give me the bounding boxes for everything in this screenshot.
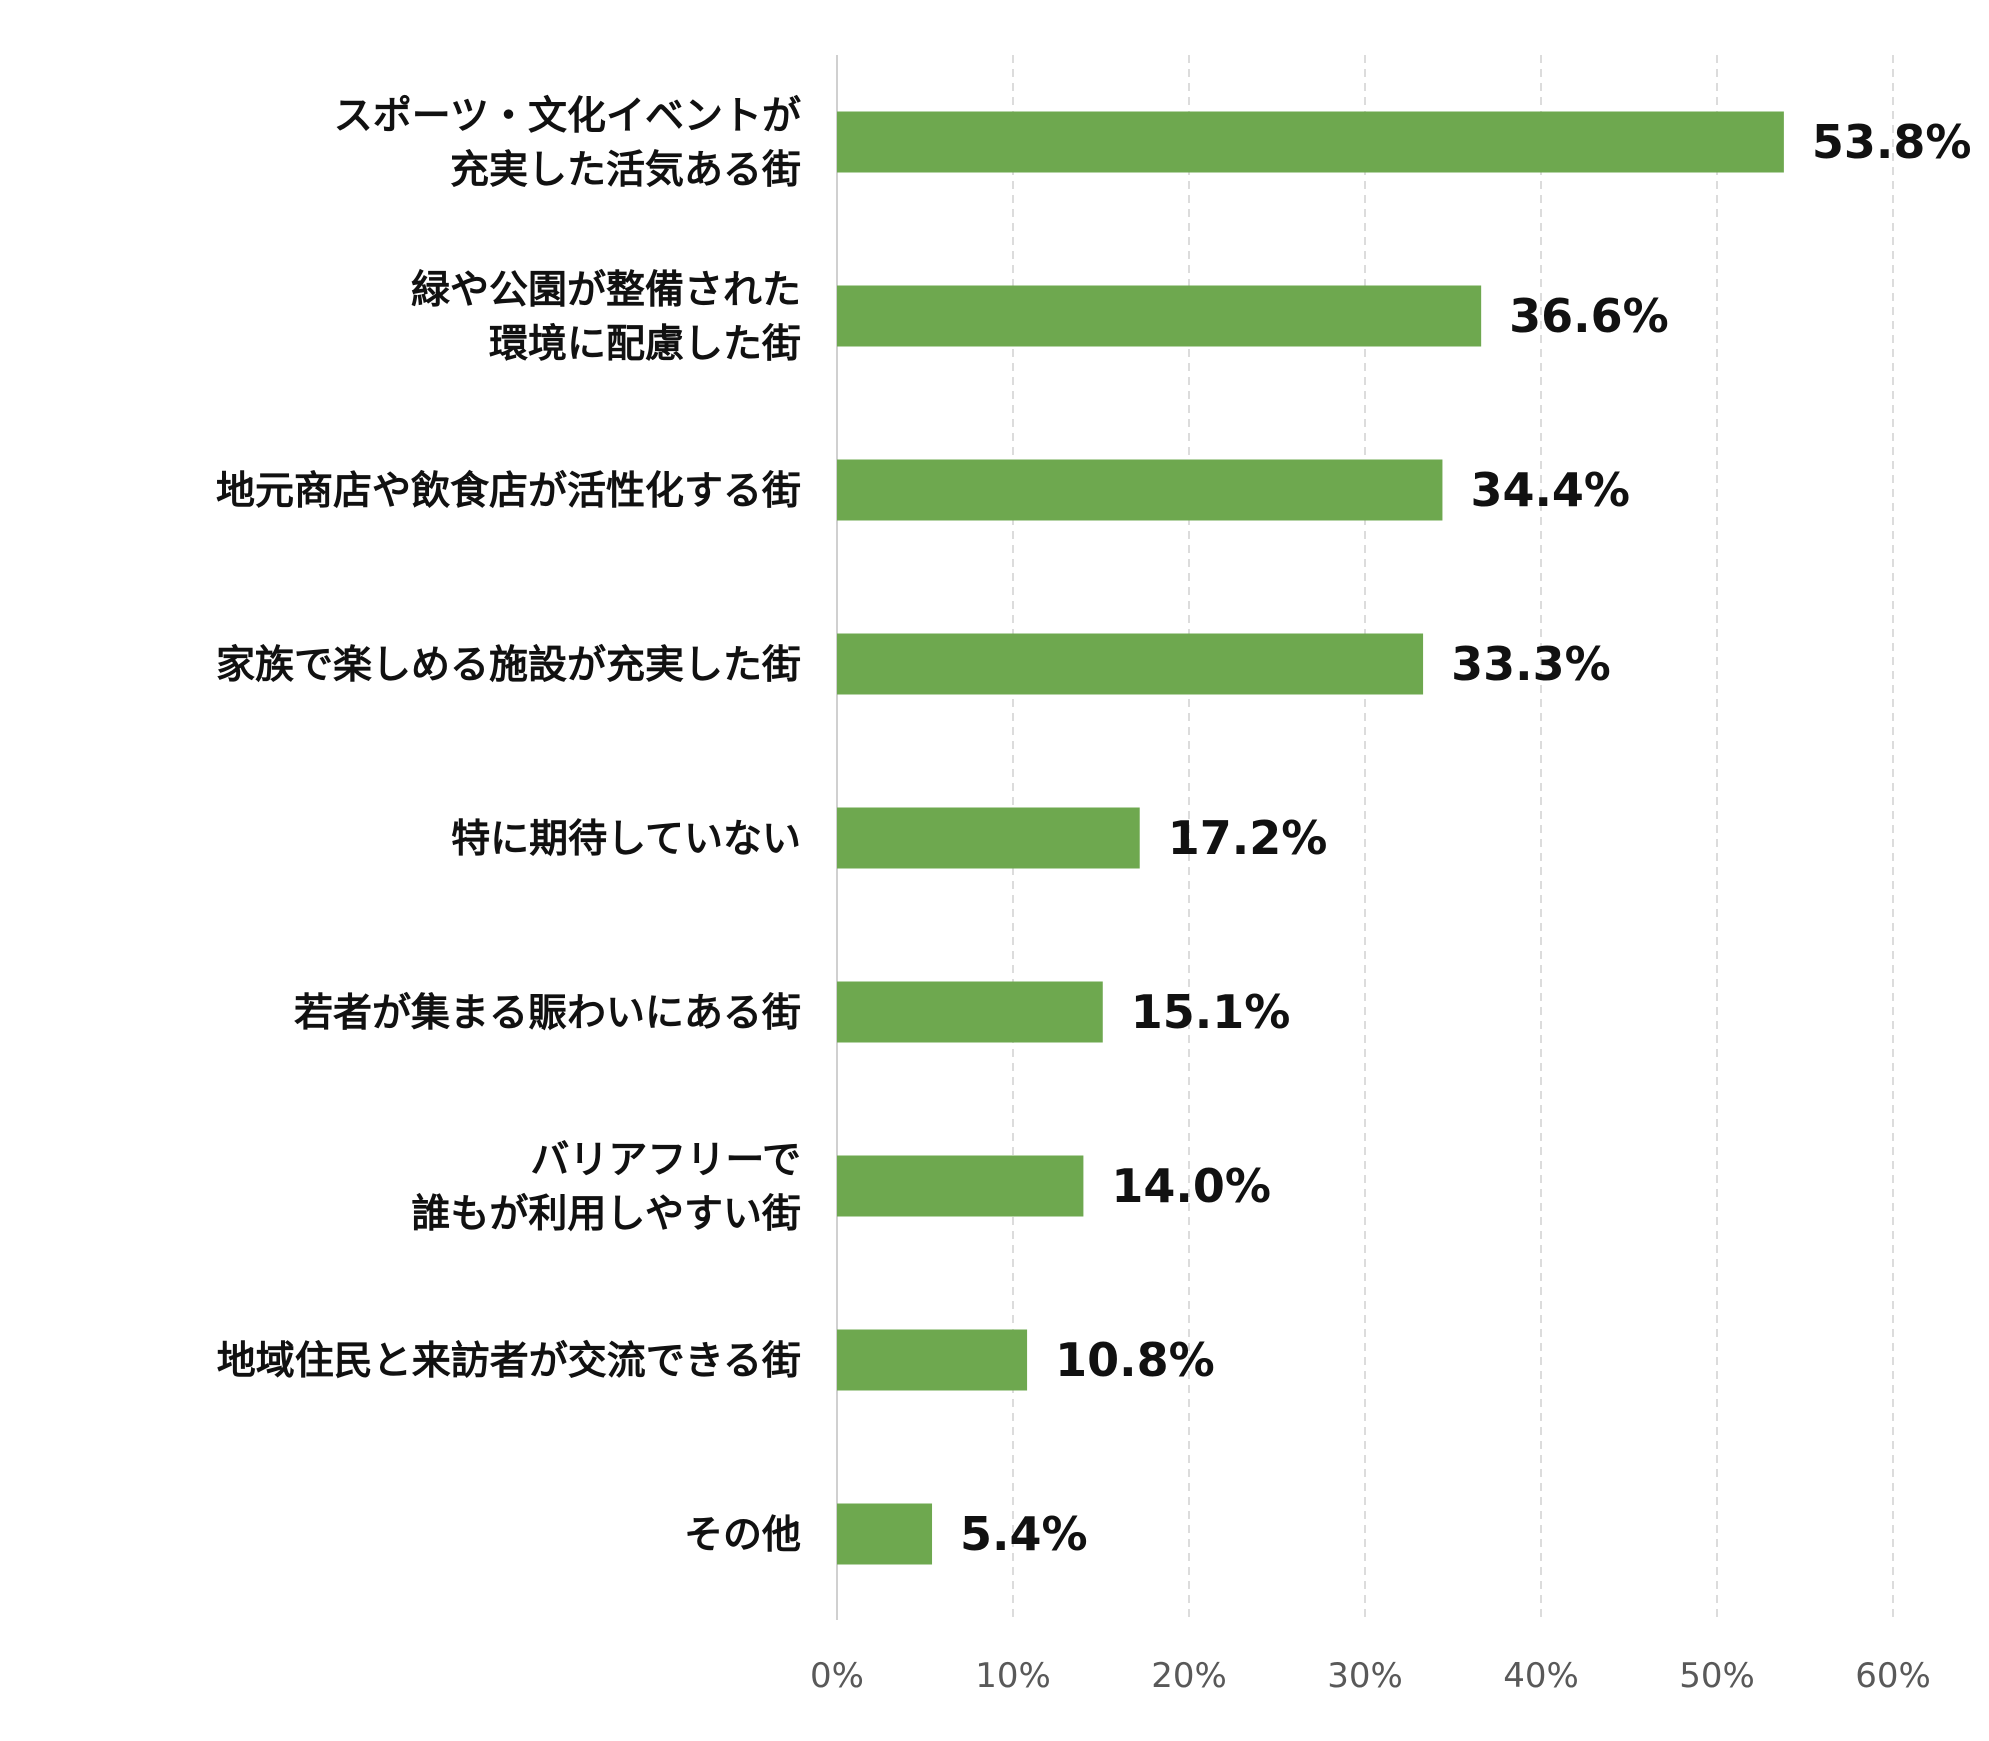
- bar: [837, 459, 1443, 521]
- x-tick-label: 10%: [975, 1656, 1051, 1696]
- category-label: その他: [684, 1513, 801, 1558]
- category-label: 環境に配慮した街: [489, 322, 801, 367]
- category-label: 特に期待していない: [451, 817, 801, 862]
- bar: [837, 111, 1784, 173]
- category-label: バリアフリーで: [530, 1138, 801, 1183]
- category-label: 充実した活気ある街: [450, 148, 801, 193]
- bar: [837, 1503, 933, 1565]
- x-tick-label: 40%: [1503, 1656, 1579, 1696]
- category-label: 地域住民と来訪者が交流できる街: [217, 1339, 801, 1384]
- bar: [837, 1329, 1028, 1391]
- data-label: 53.8%: [1812, 115, 1972, 169]
- data-label: 5.4%: [960, 1507, 1088, 1561]
- bar: [837, 1155, 1084, 1217]
- data-label: 14.0%: [1111, 1159, 1271, 1213]
- data-label: 17.2%: [1168, 811, 1328, 865]
- category-label: 緑や公園が整備された: [411, 268, 801, 313]
- bar: [837, 807, 1140, 869]
- data-label: 36.6%: [1509, 289, 1669, 343]
- bar: [837, 981, 1103, 1043]
- category-label: 地元商店や飲食店が活性化する街: [216, 469, 801, 514]
- bar: [837, 285, 1482, 347]
- x-tick-label: 50%: [1679, 1656, 1755, 1696]
- category-label: スポーツ・文化イベントが: [334, 94, 801, 139]
- x-tick-label: 0%: [810, 1656, 864, 1696]
- data-label: 34.4%: [1470, 463, 1630, 517]
- bar: [837, 633, 1424, 695]
- data-label: 15.1%: [1131, 985, 1291, 1039]
- x-tick-label: 30%: [1327, 1656, 1403, 1696]
- category-label: 誰もが利用しやすい街: [411, 1192, 801, 1237]
- category-label: 若者が集まる賑わいにある街: [294, 991, 801, 1036]
- data-label: 33.3%: [1451, 637, 1611, 691]
- category-label: 家族で楽しめる施設が充実した街: [216, 643, 801, 688]
- x-tick-label: 20%: [1151, 1656, 1227, 1696]
- x-tick-label: 60%: [1855, 1656, 1931, 1696]
- data-label: 10.8%: [1055, 1333, 1215, 1387]
